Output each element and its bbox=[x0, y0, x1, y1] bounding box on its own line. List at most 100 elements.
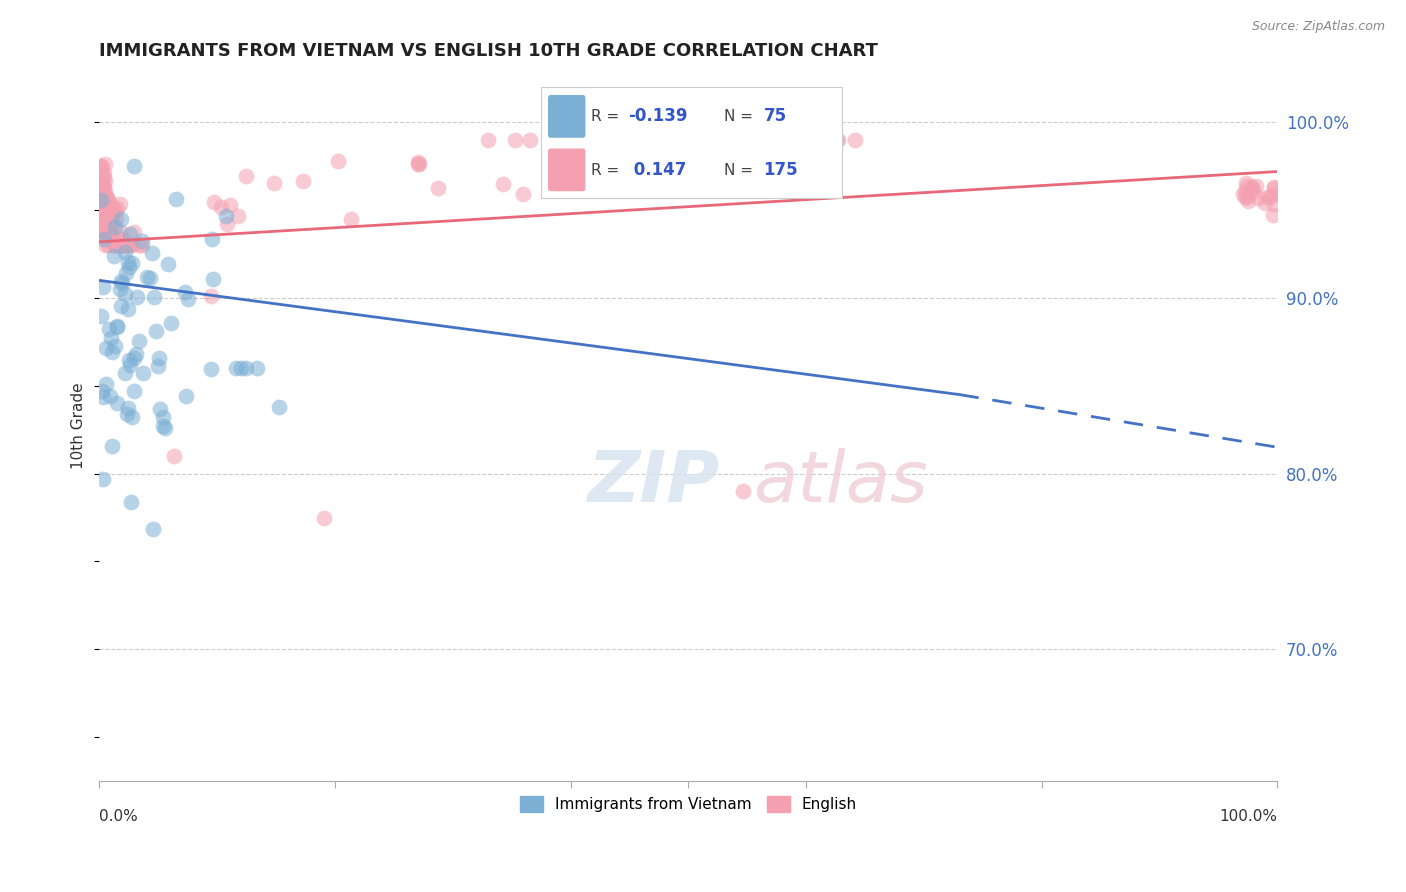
Point bbox=[1258, 190, 1281, 204]
Point bbox=[110, 236, 132, 251]
Point bbox=[131, 366, 153, 380]
Point bbox=[312, 510, 335, 524]
Point bbox=[90, 194, 112, 208]
Point bbox=[149, 401, 172, 416]
Point bbox=[120, 494, 142, 508]
Point bbox=[100, 345, 122, 359]
Point bbox=[108, 197, 131, 211]
Point bbox=[733, 484, 755, 499]
Point bbox=[97, 322, 120, 336]
Point bbox=[90, 229, 112, 244]
Point bbox=[326, 153, 349, 168]
Point bbox=[93, 232, 115, 246]
Point bbox=[100, 203, 122, 218]
Point bbox=[1233, 184, 1256, 198]
Point bbox=[96, 341, 118, 355]
Point bbox=[117, 238, 139, 252]
Point bbox=[98, 202, 121, 216]
Point bbox=[204, 195, 226, 210]
Point bbox=[90, 199, 112, 213]
Point bbox=[825, 133, 848, 147]
Point bbox=[91, 193, 114, 207]
Point bbox=[91, 390, 114, 404]
Point bbox=[1246, 191, 1268, 205]
Point bbox=[96, 224, 118, 238]
Point bbox=[91, 181, 114, 195]
Point bbox=[228, 210, 250, 224]
Point bbox=[90, 187, 112, 202]
Point bbox=[96, 205, 118, 219]
Point bbox=[98, 389, 121, 403]
Point bbox=[291, 174, 314, 188]
Point bbox=[101, 439, 124, 453]
Point bbox=[91, 189, 114, 203]
Point bbox=[97, 209, 120, 223]
Point bbox=[90, 189, 112, 203]
Point bbox=[93, 189, 115, 203]
Point bbox=[97, 193, 120, 207]
Point bbox=[98, 222, 121, 236]
Point bbox=[103, 238, 125, 252]
Point bbox=[142, 291, 165, 305]
Point bbox=[1241, 185, 1264, 199]
Point bbox=[90, 210, 112, 224]
Point bbox=[1263, 196, 1285, 211]
Point bbox=[101, 215, 124, 229]
Point bbox=[145, 324, 167, 338]
Point bbox=[1233, 190, 1256, 204]
Point bbox=[111, 276, 134, 290]
Point bbox=[90, 189, 112, 203]
Point bbox=[1263, 179, 1285, 194]
Point bbox=[98, 226, 121, 240]
Point bbox=[110, 238, 132, 252]
Point bbox=[217, 217, 239, 231]
Point bbox=[246, 361, 269, 376]
Point bbox=[219, 197, 242, 211]
Point bbox=[93, 166, 115, 180]
Point bbox=[96, 210, 118, 224]
Point bbox=[90, 159, 112, 173]
Point bbox=[98, 194, 121, 209]
Point bbox=[105, 238, 128, 252]
Point bbox=[124, 351, 146, 365]
Point bbox=[727, 133, 749, 147]
Point bbox=[406, 156, 429, 170]
Point bbox=[118, 238, 141, 252]
Point bbox=[94, 157, 117, 171]
Point bbox=[97, 204, 120, 219]
Point bbox=[91, 179, 114, 194]
Point bbox=[94, 184, 117, 198]
Point bbox=[118, 358, 141, 372]
Point bbox=[91, 194, 114, 208]
Point bbox=[702, 133, 724, 147]
Point bbox=[97, 194, 120, 209]
Point bbox=[91, 280, 114, 294]
Point bbox=[131, 234, 153, 248]
Point bbox=[105, 211, 128, 225]
Point bbox=[165, 193, 187, 207]
Point bbox=[101, 202, 124, 217]
Point bbox=[105, 319, 128, 334]
Text: 100.0%: 100.0% bbox=[1219, 809, 1278, 824]
Point bbox=[90, 202, 112, 216]
Point bbox=[101, 202, 124, 216]
Point bbox=[503, 133, 526, 147]
Point bbox=[162, 449, 184, 463]
Point bbox=[91, 384, 114, 399]
Point bbox=[90, 178, 112, 192]
Point bbox=[110, 238, 132, 252]
Point bbox=[125, 291, 148, 305]
Point bbox=[1263, 186, 1285, 201]
Point bbox=[1234, 176, 1257, 190]
Point bbox=[93, 205, 115, 219]
Point bbox=[108, 282, 131, 296]
Point bbox=[96, 220, 118, 235]
Point bbox=[90, 169, 112, 183]
Point bbox=[1240, 179, 1263, 194]
Text: ZIP: ZIP bbox=[588, 448, 721, 516]
Text: IMMIGRANTS FROM VIETNAM VS ENGLISH 10TH GRADE CORRELATION CHART: IMMIGRANTS FROM VIETNAM VS ENGLISH 10TH … bbox=[100, 42, 879, 60]
Point bbox=[93, 169, 115, 184]
Point bbox=[1237, 194, 1260, 208]
Point bbox=[406, 155, 429, 169]
Point bbox=[90, 194, 112, 208]
